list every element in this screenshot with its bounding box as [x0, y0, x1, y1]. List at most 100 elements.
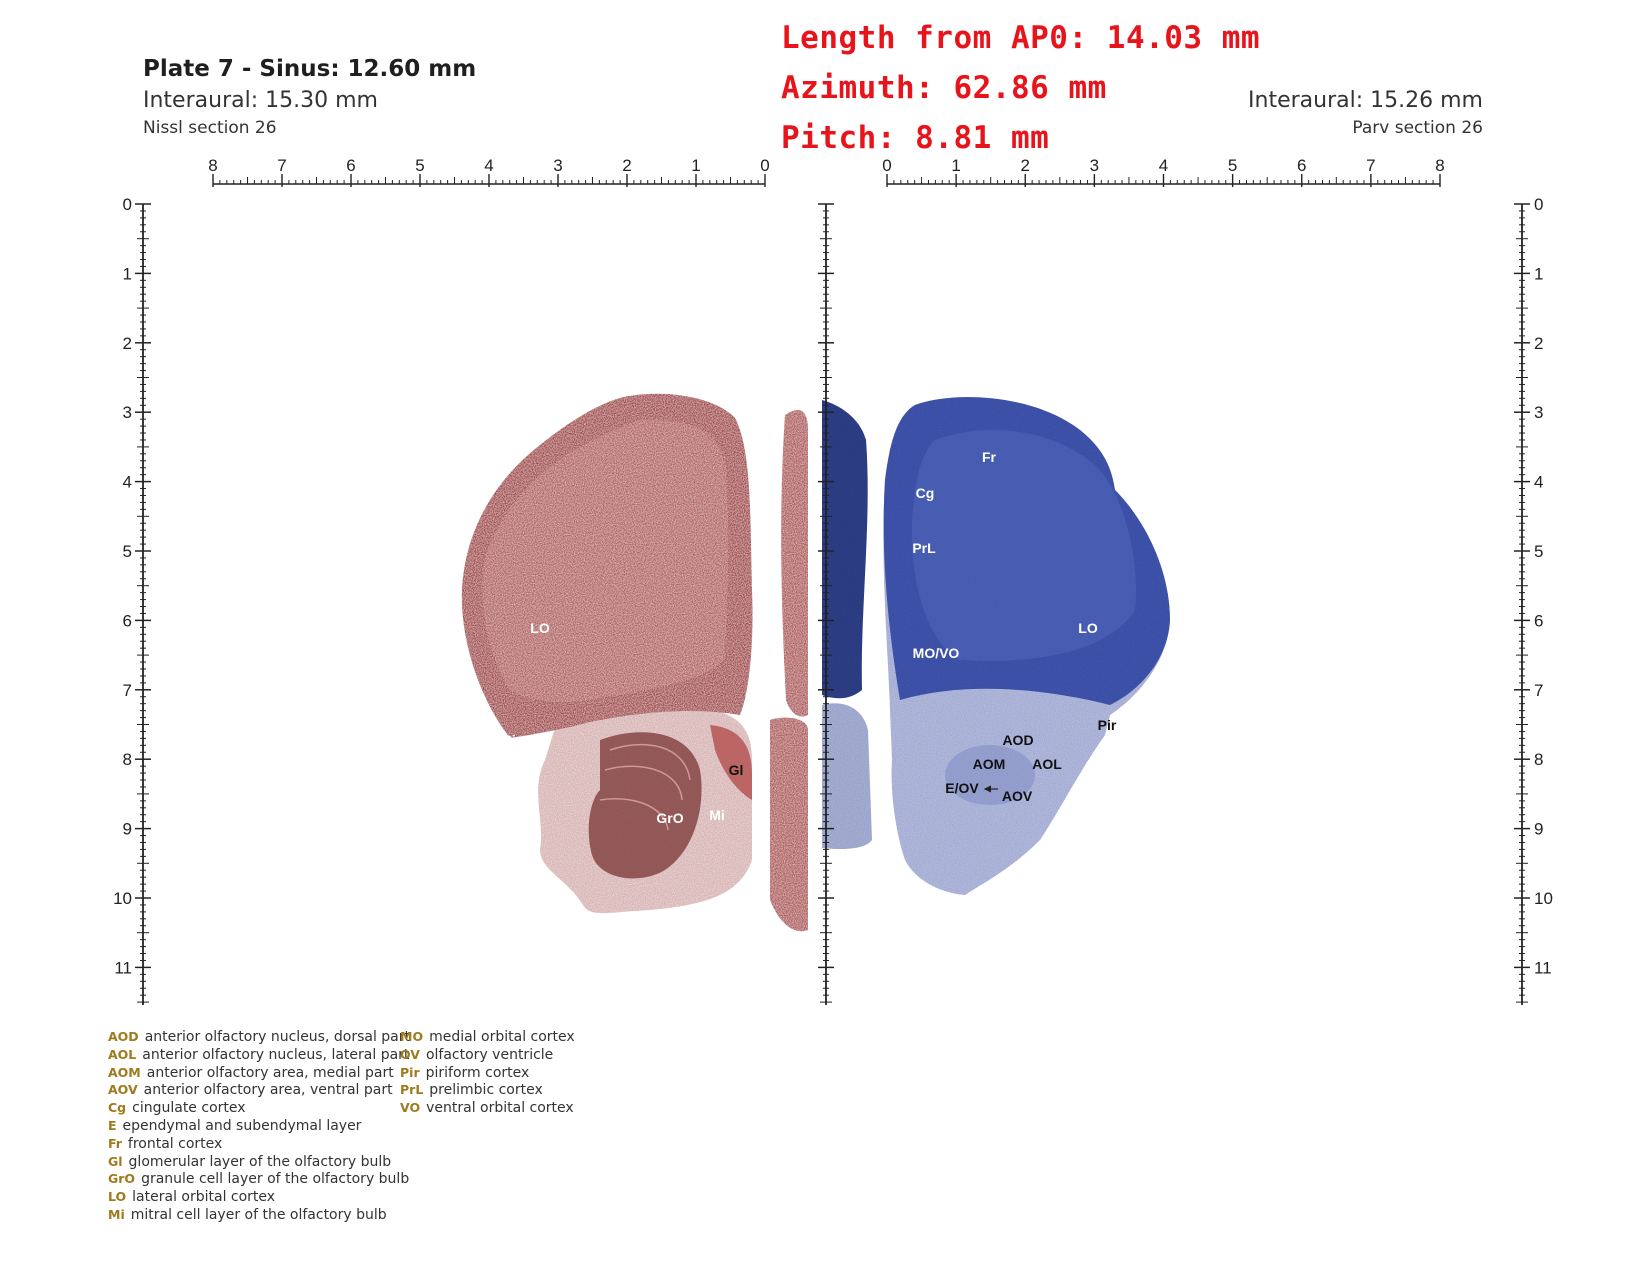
legend-entry: MO medial orbital cortex: [400, 1028, 575, 1046]
nissl-section: [461, 393, 808, 932]
ruler-top-right-tick-label: 2: [1021, 156, 1030, 175]
ruler-right-tick-label: 8: [1534, 750, 1543, 769]
legend-text: medial orbital cortex: [429, 1029, 575, 1045]
legend-abbr: Cg: [108, 1100, 127, 1116]
legend-entry: OV olfactory ventricle: [400, 1046, 575, 1064]
legend-abbr: Pir: [400, 1064, 420, 1080]
ruler-top-left-tick-label: 3: [553, 156, 562, 175]
legend-column-2: MO medial orbital cortex OV olfactory ventr…: [400, 1028, 575, 1117]
ruler-left-tick-label: 1: [123, 264, 132, 283]
nissl-glomerular-layer: [710, 725, 752, 800]
length-from-ap0: Length from AP0: 14.03 mm: [781, 20, 1261, 56]
legend-text: ependymal and subendymal layer: [122, 1117, 362, 1134]
ruler-left-tick-label: 5: [123, 542, 132, 561]
ruler-top-left-tick-label: 7: [277, 156, 286, 175]
label-nissl-gl: Gl: [729, 762, 744, 778]
ruler-left-tick-label: 7: [123, 681, 132, 700]
ruler-left-tick-label: 11: [114, 958, 132, 977]
label-parv-eov: E/OV: [945, 780, 979, 796]
label-parv-cg: Cg: [916, 485, 935, 501]
legend-text: granule cell layer of the olfactory bulb: [141, 1171, 410, 1188]
legend-entry: Mi mitral cell layer of the olfactory bul…: [108, 1206, 410, 1224]
legend-text: ventral orbital cortex: [426, 1100, 574, 1117]
legend-abbr: AOV: [108, 1082, 138, 1098]
legend-entry: Fr frontal cortex: [108, 1135, 410, 1153]
legend-abbr: MO: [400, 1029, 424, 1044]
ruler-top-right-tick-label: 8: [1435, 156, 1444, 175]
label-parv-aom: AOM: [973, 756, 1006, 772]
label-parv-lo: LO: [1078, 620, 1098, 636]
legend-abbr: VO: [400, 1100, 421, 1116]
legend-entry: AOM anterior olfactory area, medial part: [108, 1064, 410, 1082]
legend-text: frontal cortex: [127, 1135, 223, 1152]
ruler-left-tick-label: 0: [123, 195, 132, 214]
legend-abbr: AOM: [108, 1064, 141, 1080]
ruler-right-tick-label: 4: [1534, 473, 1543, 492]
ruler-top-right-tick-label: 5: [1228, 156, 1237, 175]
ruler-top-right-tick-label: 1: [951, 156, 960, 175]
ruler-right-tick-label: 6: [1534, 611, 1543, 630]
ruler-right-tick-label: 11: [1534, 958, 1552, 977]
ruler-top-right-tick-label: 0: [882, 156, 891, 175]
ruler-left-tick-label: 2: [123, 334, 132, 353]
legend-text: mitral cell layer of the olfactory bulb: [130, 1206, 387, 1223]
label-parv-aov: AOV: [1002, 788, 1033, 804]
nissl-labels: LO Pir Gl GrO Mi: [503, 620, 744, 826]
ruler-right-tick-label: 0: [1534, 195, 1543, 214]
label-nissl-gro: GrO: [656, 810, 683, 826]
ruler-right-tick-label: 1: [1534, 264, 1543, 283]
ruler-right-tick-label: 10: [1534, 889, 1553, 908]
parv-labels: Fr Cg PrL LO MO/VO Pir AOD AOM AOL E/OV …: [912, 449, 1117, 804]
legend-text: anterior olfactory area, ventral part: [143, 1082, 393, 1099]
legend-entry: LO lateral orbital cortex: [108, 1188, 410, 1206]
section-right: Parv section 26: [1352, 118, 1483, 138]
label-nissl-mi: Mi: [709, 807, 725, 823]
legend-abbr: LO: [108, 1189, 127, 1205]
ruler-right-tick-label: 5: [1534, 542, 1543, 561]
ruler-top-left-tick-label: 1: [691, 156, 700, 175]
label-nissl-lo: LO: [530, 620, 550, 636]
legend-entry: AOD anterior olfactory nucleus, dorsal pa…: [108, 1028, 410, 1046]
ruler-top-left-tick-label: 5: [415, 156, 424, 175]
ruler-top-right-tick-label: 4: [1159, 156, 1168, 175]
legend-abbr: GrO: [108, 1171, 136, 1187]
pitch: Pitch: 8.81 mm: [781, 120, 1050, 156]
ruler-top-right-tick-label: 6: [1297, 156, 1306, 175]
label-parv-fr: Fr: [982, 449, 997, 465]
legend-abbr: PrL: [400, 1082, 424, 1098]
plate-title: Plate 7 - Sinus: 12.60 mm: [143, 56, 477, 82]
label-parv-pir: Pir: [1098, 717, 1117, 733]
legend-abbr: Gl: [108, 1153, 123, 1169]
section-left: Nissl section 26: [143, 118, 277, 138]
legend-entry: PrL prelimbic cortex: [400, 1081, 575, 1099]
legend-entry: GrO granule cell layer of the olfactory b…: [108, 1170, 410, 1188]
label-nissl-pir: Pir: [503, 732, 522, 748]
ruler-right-tick-label: 2: [1534, 334, 1543, 353]
ruler-right-tick-label: 9: [1534, 820, 1543, 839]
ruler-left-tick-label: 10: [113, 889, 132, 908]
label-parv-prl: PrL: [912, 540, 936, 556]
legend-column-1: AOD anterior olfactory nucleus, dorsal pa…: [108, 1028, 410, 1224]
legend-abbr: AOD: [108, 1029, 139, 1044]
parv-medial-strip: [822, 400, 868, 699]
legend-text: anterior olfactory area, medial part: [146, 1064, 394, 1081]
label-parv-aol: AOL: [1032, 756, 1062, 772]
nissl-granule-layer: [588, 732, 702, 879]
legend-abbr: Mi: [108, 1206, 125, 1222]
nissl-medial-strip: [781, 410, 808, 717]
legend-abbr: OV: [400, 1046, 420, 1062]
legend-abbr: E: [108, 1117, 117, 1133]
legend-text: olfactory ventricle: [425, 1046, 554, 1063]
legend-text: prelimbic cortex: [429, 1082, 543, 1099]
parv-section: [822, 397, 1170, 895]
ruler-top-right-tick-label: 7: [1366, 156, 1375, 175]
ruler-top-left-tick-label: 2: [622, 156, 631, 175]
legend-entry: Gl glomerular layer of the olfactory bulb: [108, 1153, 410, 1171]
parv-aon-core: [945, 745, 1035, 805]
legend-entry: AOL anterior olfactory nucleus, lateral p…: [108, 1046, 410, 1064]
interaural-left: Interaural: 15.30 mm: [143, 88, 378, 113]
legend-text: cingulate cortex: [132, 1100, 246, 1117]
azimuth: Azimuth: 62.86 mm: [781, 70, 1107, 106]
legend-text: anterior olfactory nucleus, dorsal part: [144, 1029, 411, 1045]
